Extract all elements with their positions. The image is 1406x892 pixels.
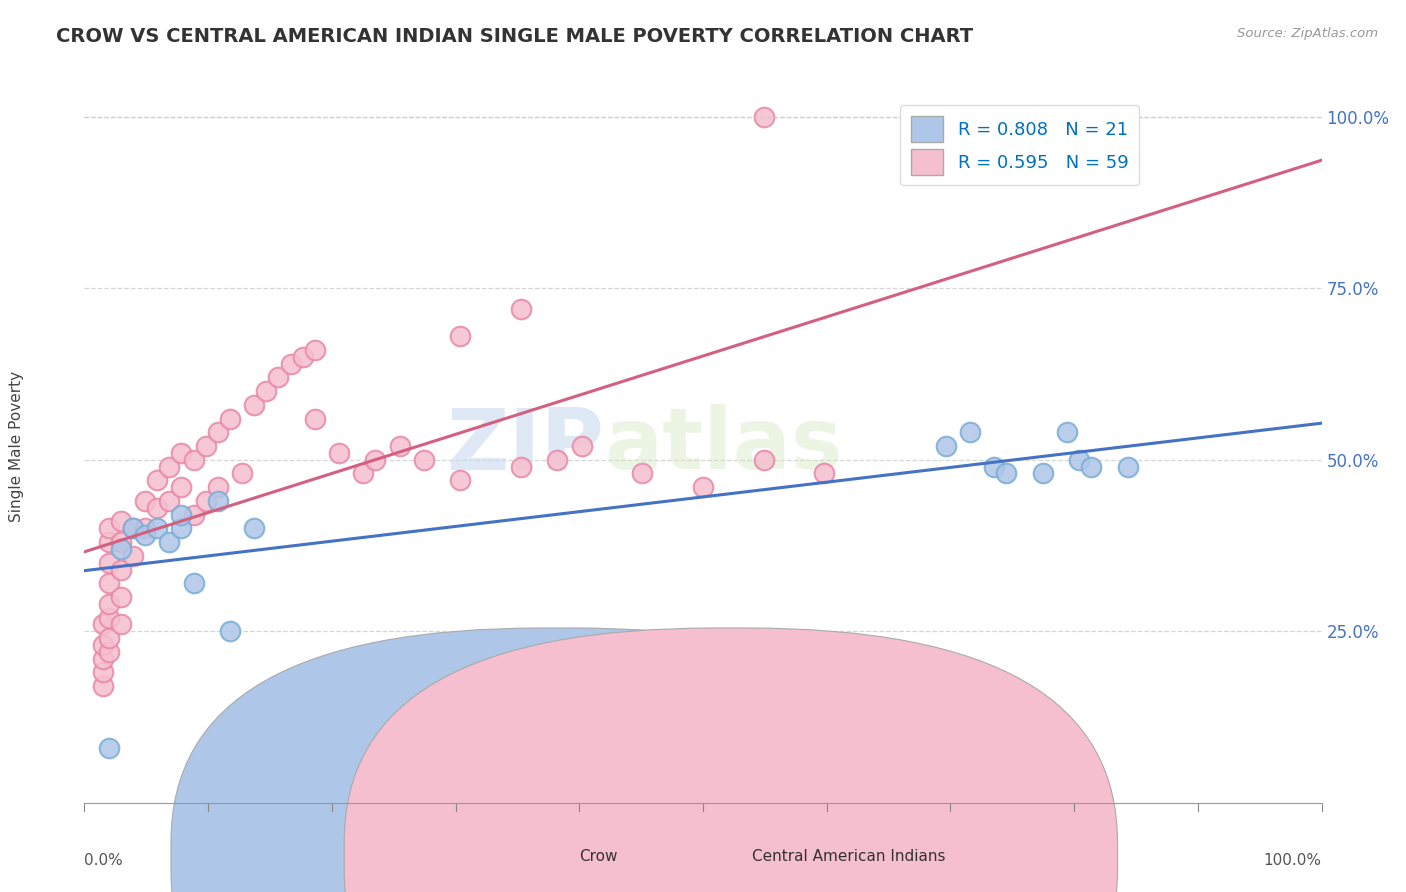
Point <box>1067 452 1090 467</box>
Point <box>254 384 277 398</box>
Point <box>207 425 229 440</box>
Point <box>97 645 120 659</box>
Point <box>752 110 775 124</box>
Text: CROW VS CENTRAL AMERICAN INDIAN SINGLE MALE POVERTY CORRELATION CHART: CROW VS CENTRAL AMERICAN INDIAN SINGLE M… <box>56 27 973 45</box>
Point <box>122 549 145 563</box>
Point <box>97 610 120 624</box>
Point <box>194 439 217 453</box>
Point <box>110 541 132 556</box>
Point <box>983 459 1005 474</box>
Text: Single Male Poverty: Single Male Poverty <box>8 370 24 522</box>
Point <box>243 521 266 535</box>
Point <box>1032 467 1054 481</box>
Point <box>97 631 120 645</box>
Point <box>231 467 253 481</box>
Point <box>959 425 981 440</box>
Point <box>97 535 120 549</box>
Point <box>110 617 132 632</box>
Point <box>304 343 326 357</box>
Point <box>170 480 193 494</box>
Point <box>413 452 436 467</box>
Point <box>449 329 471 343</box>
Point <box>122 521 145 535</box>
Point <box>631 467 654 481</box>
Point <box>571 439 593 453</box>
Point <box>146 500 169 515</box>
Point <box>291 350 314 364</box>
Point <box>1080 459 1102 474</box>
Point <box>122 521 145 535</box>
Point <box>170 521 193 535</box>
Text: Source: ZipAtlas.com: Source: ZipAtlas.com <box>1237 27 1378 40</box>
Point <box>110 590 132 604</box>
Point <box>219 411 242 425</box>
Point <box>170 446 193 460</box>
Point <box>1116 459 1139 474</box>
Point <box>134 528 156 542</box>
Point <box>935 439 957 453</box>
Point <box>352 467 374 481</box>
Text: Central American Indians: Central American Indians <box>752 849 946 863</box>
Point <box>146 473 169 487</box>
Legend: R = 0.808   N = 21, R = 0.595   N = 59: R = 0.808 N = 21, R = 0.595 N = 59 <box>900 105 1139 186</box>
Point <box>183 576 205 591</box>
Point <box>134 494 156 508</box>
Text: ZIP: ZIP <box>446 404 605 488</box>
Point <box>194 494 217 508</box>
Point <box>510 459 533 474</box>
Point <box>449 473 471 487</box>
Point <box>510 301 533 316</box>
Point <box>97 576 120 591</box>
Point <box>146 521 169 535</box>
Point <box>91 617 114 632</box>
Text: 0.0%: 0.0% <box>84 853 124 868</box>
Text: Crow: Crow <box>579 849 617 863</box>
Point <box>752 452 775 467</box>
Point <box>97 740 120 755</box>
Point <box>183 452 205 467</box>
Point <box>157 494 180 508</box>
Point <box>110 535 132 549</box>
FancyBboxPatch shape <box>344 628 1118 892</box>
Point <box>110 515 132 529</box>
Point <box>546 452 568 467</box>
Point <box>219 624 242 639</box>
Point <box>692 480 714 494</box>
FancyBboxPatch shape <box>172 628 945 892</box>
Point <box>91 638 114 652</box>
Text: 100.0%: 100.0% <box>1264 853 1322 868</box>
Point <box>157 535 180 549</box>
Point <box>91 665 114 680</box>
Point <box>134 521 156 535</box>
Point <box>97 597 120 611</box>
Text: atlas: atlas <box>605 404 842 488</box>
Point <box>813 467 835 481</box>
Point <box>995 467 1018 481</box>
Point <box>267 370 290 384</box>
Point <box>91 651 114 665</box>
Point <box>97 556 120 570</box>
Point <box>388 439 411 453</box>
Point <box>183 508 205 522</box>
Point <box>364 452 387 467</box>
Point <box>328 446 350 460</box>
Point <box>157 459 180 474</box>
Point <box>304 411 326 425</box>
Point <box>170 508 193 522</box>
Point <box>280 357 302 371</box>
Point <box>207 494 229 508</box>
Point <box>243 398 266 412</box>
Point <box>207 480 229 494</box>
Point <box>97 521 120 535</box>
Point <box>91 679 114 693</box>
Point <box>1056 425 1078 440</box>
Point <box>110 562 132 576</box>
